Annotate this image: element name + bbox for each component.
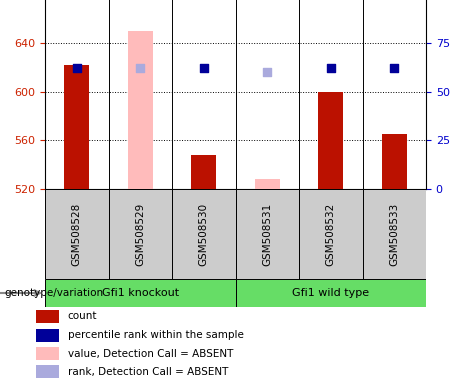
Bar <box>36 365 59 378</box>
Bar <box>172 189 236 279</box>
Text: GSM508528: GSM508528 <box>72 202 82 266</box>
Text: rank, Detection Call = ABSENT: rank, Detection Call = ABSENT <box>68 367 228 377</box>
Text: GSM508531: GSM508531 <box>262 202 272 266</box>
Bar <box>64 65 89 189</box>
Text: Gfi1 knockout: Gfi1 knockout <box>102 288 179 298</box>
Point <box>327 65 334 71</box>
Text: count: count <box>68 311 97 321</box>
Bar <box>362 189 426 279</box>
Bar <box>382 134 407 189</box>
Bar <box>128 31 153 189</box>
Bar <box>45 279 236 307</box>
Text: GSM508533: GSM508533 <box>389 202 399 266</box>
Text: GSM508530: GSM508530 <box>199 202 209 266</box>
Bar <box>45 189 108 279</box>
Point <box>390 65 398 71</box>
Bar <box>318 91 343 189</box>
Text: GSM508529: GSM508529 <box>135 202 145 266</box>
Bar <box>191 155 217 189</box>
Text: value, Detection Call = ABSENT: value, Detection Call = ABSENT <box>68 349 233 359</box>
Text: percentile rank within the sample: percentile rank within the sample <box>68 330 244 340</box>
Bar <box>254 179 280 189</box>
Bar <box>299 189 362 279</box>
Bar <box>236 189 299 279</box>
Bar <box>236 279 426 307</box>
Point <box>136 65 144 71</box>
Point <box>73 65 80 71</box>
Text: Gfi1 wild type: Gfi1 wild type <box>292 288 369 298</box>
Text: genotype/variation: genotype/variation <box>5 288 104 298</box>
Text: GSM508532: GSM508532 <box>326 202 336 266</box>
Point <box>264 69 271 75</box>
Bar <box>36 329 59 341</box>
Bar <box>108 189 172 279</box>
Bar <box>36 310 59 323</box>
Bar <box>36 347 59 360</box>
Point <box>200 65 207 71</box>
